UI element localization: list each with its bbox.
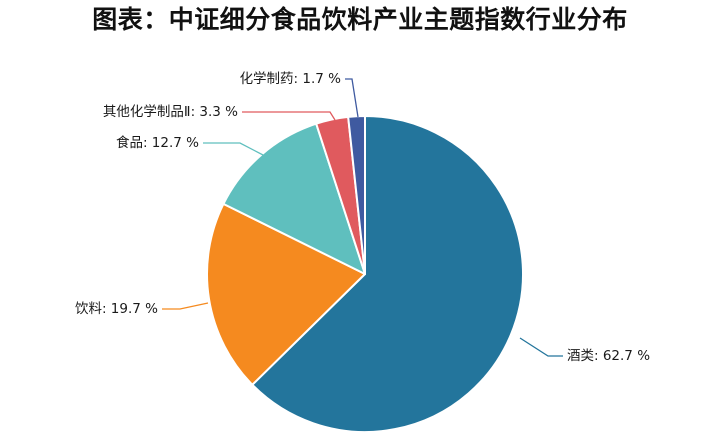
leader-line-1	[519, 337, 563, 357]
pie-slice-2	[206, 202, 366, 386]
slice-label-3: 食品: 12.7 %	[116, 134, 199, 151]
slice-label-1: 酒类: 62.7 %	[567, 348, 650, 364]
slice-label-4: 其他化学制品Ⅱ: 3.3 %	[103, 104, 238, 120]
leader-line-4	[242, 111, 336, 121]
leader-line-2	[162, 302, 209, 310]
leader-lines	[162, 78, 563, 357]
slice-labels: 酒类: 62.7 % 饮料: 19.7 % 食品: 12.7 % 其他化学制品Ⅱ: 3…	[75, 71, 650, 364]
pie-slice-1	[251, 115, 525, 433]
leader-line-5	[345, 78, 359, 118]
pie-slice-5	[347, 115, 366, 275]
leader-line-3	[203, 142, 264, 156]
slice-label-2: 饮料: 19.7 %	[75, 301, 158, 317]
slice-label-5: 化学制药: 1.7 %	[240, 71, 342, 87]
pie-slices	[206, 115, 525, 433]
chart-title: 图表：中证细分食品饮料产业主题指数行业分布	[92, 5, 628, 34]
